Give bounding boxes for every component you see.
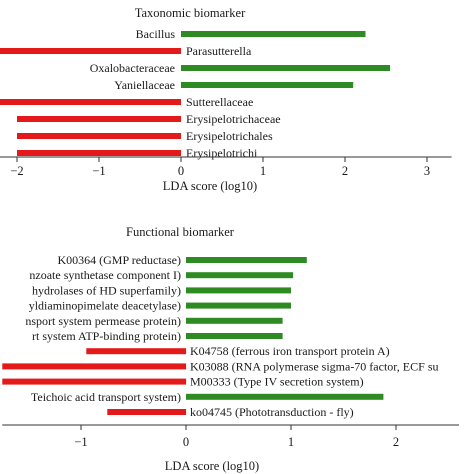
x-tick-label: 2 xyxy=(342,164,348,178)
category-label: K03088 (RNA polymerase sigma-70 factor, … xyxy=(190,359,438,373)
taxonomic-x-axis-label: LDA score (log10) xyxy=(163,179,257,193)
x-tick-label: 0 xyxy=(183,435,189,449)
category-label: Oxalobacteraceae xyxy=(90,61,175,75)
category-label: Erysipelotrichaceae xyxy=(186,112,281,126)
category-label: Erysipelotrichi xyxy=(186,146,258,160)
category-label: nsport system permease protein) xyxy=(25,314,181,328)
bar xyxy=(2,378,187,385)
bar xyxy=(17,116,181,122)
bar xyxy=(181,82,354,88)
category-label: yldiaminopimelate deacetylase) xyxy=(29,299,181,313)
x-tick-label: 0 xyxy=(178,164,184,178)
x-tick-label: 2 xyxy=(393,435,399,449)
bar xyxy=(181,65,391,71)
bar xyxy=(186,333,283,339)
x-tick-label: −1 xyxy=(74,435,87,449)
taxonomic-chart-title: Taxonomic biomarker xyxy=(135,6,246,20)
category-label: Teichoic acid transport system) xyxy=(31,390,181,404)
category-label: nzoate synthetase component I) xyxy=(29,268,181,282)
bar xyxy=(186,393,384,400)
x-tick-label: 1 xyxy=(288,435,294,449)
category-label: K04758 (ferrous iron transport protein A… xyxy=(190,344,390,358)
functional-biomarker-chart: Functional biomarker LDA score (log10) K… xyxy=(2,225,459,473)
category-label: Parasutterella xyxy=(186,44,252,58)
functional-chart-title: Functional biomarker xyxy=(126,225,235,239)
category-label: M00333 (Type IV secretion system) xyxy=(190,375,364,389)
functional-x-axis-label: LDA score (log10) xyxy=(165,459,259,473)
bar xyxy=(186,317,283,324)
bar xyxy=(17,133,181,139)
bar xyxy=(0,48,181,54)
bar xyxy=(17,150,181,156)
category-label: Bacillus xyxy=(136,27,176,41)
category-label: Erysipelotrichales xyxy=(186,129,273,143)
category-label: K00364 (GMP reductase) xyxy=(57,253,181,267)
taxonomic-biomarker-chart: Taxonomic biomarker LDA score (log10) Ba… xyxy=(0,6,452,193)
bar xyxy=(0,99,181,105)
bar xyxy=(186,257,307,263)
bar xyxy=(186,287,291,294)
x-tick-label: −1 xyxy=(92,164,105,178)
category-label: Yaniellaceae xyxy=(114,78,175,92)
x-tick-label: 3 xyxy=(424,164,430,178)
bar xyxy=(107,409,187,415)
bar xyxy=(2,363,187,370)
bar xyxy=(181,31,366,37)
bar xyxy=(186,272,294,279)
category-label: hydrolases of HD superfamily) xyxy=(32,283,181,297)
bar xyxy=(86,348,187,355)
category-label: ko04745 (Phototransduction - fly) xyxy=(190,405,354,419)
category-label: rt system ATP-binding protein) xyxy=(32,329,181,343)
category-label: Sutterellaceae xyxy=(186,95,253,109)
bar xyxy=(186,302,291,309)
x-tick-label: 1 xyxy=(260,164,266,178)
x-tick-label: −2 xyxy=(10,164,23,178)
